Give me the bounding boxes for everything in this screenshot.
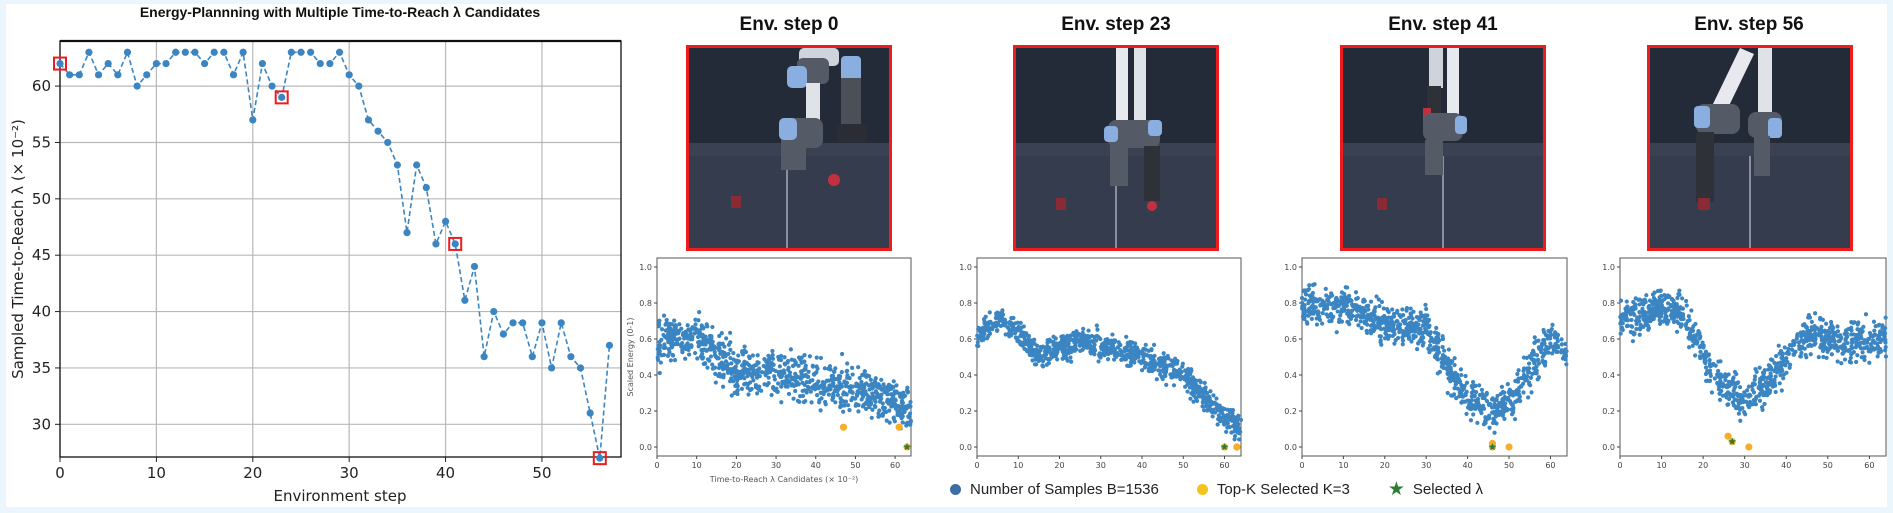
svg-text:20: 20 — [1380, 461, 1390, 470]
figure-title: Energy-Plannning with Multiple Time-to-R… — [139, 4, 541, 20]
legend-item-samples: Number of Samples B=1536 — [950, 481, 1159, 498]
svg-text:50: 50 — [1504, 461, 1514, 470]
svg-text:0.2: 0.2 — [959, 407, 972, 416]
svg-text:30: 30 — [771, 461, 781, 470]
robot-arm-image — [1343, 48, 1543, 248]
robot-arm-image — [689, 48, 889, 248]
legend-label: Number of Samples B=1536 — [970, 480, 1159, 498]
svg-text:10: 10 — [1013, 461, 1023, 470]
robot-scene-step-41 — [1340, 45, 1546, 251]
svg-text:1.0: 1.0 — [639, 263, 652, 272]
legend-label: Selected λ — [1412, 480, 1483, 498]
svg-text:0: 0 — [1299, 461, 1304, 470]
svg-text:40: 40 — [32, 303, 51, 321]
panel-title-step-23: Env. step 23 — [1061, 14, 1171, 35]
svg-text:50: 50 — [532, 464, 551, 482]
svg-text:30: 30 — [32, 415, 51, 433]
svg-text:20: 20 — [731, 461, 741, 470]
main-x-axis-label: Environment step — [273, 487, 407, 505]
svg-text:30: 30 — [1421, 461, 1431, 470]
svg-text:0: 0 — [974, 461, 979, 470]
svg-text:60: 60 — [1864, 461, 1874, 470]
svg-text:0.0: 0.0 — [1284, 443, 1297, 452]
svg-text:Scaled Energy (0-1): Scaled Energy (0-1) — [626, 317, 635, 396]
robot-scene-step-23 — [1013, 45, 1219, 251]
svg-text:40: 40 — [1781, 461, 1791, 470]
svg-text:0.6: 0.6 — [639, 335, 652, 344]
svg-text:30: 30 — [1096, 461, 1106, 470]
svg-text:0.0: 0.0 — [1602, 443, 1615, 452]
energy-scatter-step-0: 0 10 20 30 40 50 60 0.0 0.2 0.4 0.6 0.8 1.0 Scaled En… — [626, 257, 913, 484]
main-y-axis-label: Sampled Time-to-Reach λ (× 10⁻²) — [9, 119, 27, 379]
svg-text:40: 40 — [1463, 461, 1473, 470]
svg-text:10: 10 — [1338, 461, 1348, 470]
svg-text:0: 0 — [55, 464, 65, 482]
svg-text:0.6: 0.6 — [1602, 335, 1615, 344]
panel-title-step-41: Env. step 41 — [1388, 14, 1498, 35]
svg-text:1.0: 1.0 — [1284, 263, 1297, 272]
svg-text:0.0: 0.0 — [639, 443, 652, 452]
svg-text:0.4: 0.4 — [639, 371, 652, 380]
svg-text:0.6: 0.6 — [1284, 335, 1297, 344]
svg-text:0.8: 0.8 — [959, 299, 972, 308]
main-line-chart: 0 10 20 30 40 50 30 35 40 45 50 55 60 — [32, 39, 622, 482]
svg-text:30: 30 — [340, 464, 359, 482]
svg-text:10: 10 — [147, 464, 166, 482]
star-marker-icon: ★ — [1387, 478, 1405, 500]
svg-text:40: 40 — [436, 464, 455, 482]
circle-marker-icon — [950, 483, 961, 495]
svg-text:40: 40 — [1137, 461, 1147, 470]
svg-text:0.4: 0.4 — [1284, 371, 1297, 380]
svg-text:50: 50 — [1178, 461, 1188, 470]
svg-text:0: 0 — [1617, 461, 1622, 470]
svg-text:0.0: 0.0 — [959, 443, 972, 452]
svg-text:60: 60 — [32, 77, 51, 95]
svg-text:60: 60 — [890, 461, 900, 470]
svg-text:50: 50 — [32, 190, 51, 208]
robot-scene-step-0 — [686, 45, 892, 251]
scatter-legend: Number of Samples B=1536 Top-K Selected … — [950, 478, 1521, 500]
robot-arm-image — [1016, 48, 1216, 248]
circle-marker-icon — [1196, 483, 1208, 495]
svg-text:Time-to-Reach λ Candidates (×: Time-to-Reach λ Candidates (× 10⁻²) — [709, 475, 859, 484]
svg-text:20: 20 — [243, 464, 262, 482]
robot-arm-image — [1650, 48, 1850, 248]
panel-title-step-0: Env. step 0 — [739, 14, 839, 35]
legend-item-top-k: Top-K Selected K=3 — [1196, 480, 1350, 498]
svg-text:20: 20 — [1698, 461, 1708, 470]
energy-scatter-step-56: 0 10 20 30 40 50 60 0.0 0.2 0.4 0.6 0.8 1.0 — [1602, 257, 1889, 470]
svg-text:10: 10 — [692, 461, 702, 470]
svg-text:0.4: 0.4 — [959, 371, 972, 380]
svg-text:0.2: 0.2 — [1602, 407, 1615, 416]
panel-title-step-56: Env. step 56 — [1694, 14, 1804, 35]
svg-text:45: 45 — [32, 246, 51, 264]
svg-text:55: 55 — [32, 133, 51, 151]
robot-scene-step-56 — [1647, 45, 1853, 251]
svg-text:0.6: 0.6 — [959, 335, 972, 344]
energy-scatter-step-23: 0 10 20 30 40 50 60 0.0 0.2 0.4 0.6 0.8 1.0 — [959, 257, 1244, 470]
svg-text:0.8: 0.8 — [639, 299, 652, 308]
svg-text:0.8: 0.8 — [1602, 299, 1615, 308]
svg-text:0.2: 0.2 — [639, 407, 652, 416]
svg-text:20: 20 — [1054, 461, 1064, 470]
svg-text:0: 0 — [654, 461, 659, 470]
svg-text:50: 50 — [850, 461, 860, 470]
svg-text:30: 30 — [1740, 461, 1750, 470]
svg-text:60: 60 — [1545, 461, 1555, 470]
svg-text:1.0: 1.0 — [1602, 263, 1615, 272]
svg-text:60: 60 — [1219, 461, 1229, 470]
energy-scatter-step-41: 0 10 20 30 40 50 60 0.0 0.2 0.4 0.6 0.8 1.0 — [1284, 257, 1569, 470]
svg-text:10: 10 — [1656, 461, 1666, 470]
svg-text:0.2: 0.2 — [1284, 407, 1297, 416]
legend-label: Top-K Selected K=3 — [1216, 480, 1350, 498]
svg-text:35: 35 — [32, 359, 51, 377]
svg-text:40: 40 — [811, 461, 821, 470]
svg-text:50: 50 — [1823, 461, 1833, 470]
legend-item-selected: ★ Selected λ — [1388, 480, 1483, 499]
svg-text:0.4: 0.4 — [1602, 371, 1615, 380]
svg-text:0.8: 0.8 — [1284, 299, 1297, 308]
svg-text:1.0: 1.0 — [959, 263, 972, 272]
